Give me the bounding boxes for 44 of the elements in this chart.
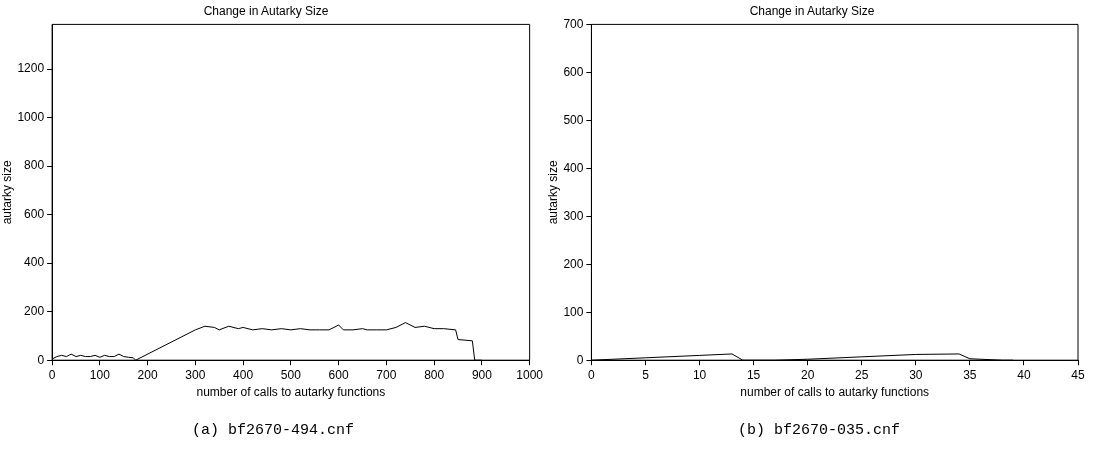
y-tick-label: 500 — [563, 112, 584, 127]
x-tick-label: 800 — [424, 367, 445, 382]
y-tick-label: 100 — [563, 304, 584, 319]
y-tick-label: 1200 — [17, 61, 45, 76]
y-tick-label: 700 — [563, 16, 584, 31]
x-tick-label: 0 — [48, 367, 56, 382]
text: (a) bf2670-494.cnf — [191, 422, 355, 439]
y-axis-title: autarky size — [0, 159, 14, 225]
x-tick-label: 30 — [909, 367, 923, 382]
x-tick-label: 500 — [280, 367, 302, 382]
x-tick-label: 40 — [1017, 367, 1031, 382]
x-axis-title: number of calls to autarky functions — [196, 385, 386, 400]
y-tick-label: 200 — [24, 303, 45, 318]
y-tick-label: 0 — [576, 352, 584, 367]
x-axis-title: number of calls to autarky functions — [740, 385, 930, 400]
y-tick-label: 300 — [563, 208, 584, 223]
x-tick-label: 700 — [376, 367, 397, 382]
x-tick-label: 10 — [692, 367, 707, 382]
chart-title: Change in Autarky Size — [749, 3, 875, 18]
y-tick-label: 800 — [24, 158, 45, 173]
x-tick-label: 200 — [137, 367, 158, 382]
y-tick-label: 400 — [563, 160, 584, 175]
x-tick-label: 100 — [89, 367, 111, 382]
x-tick-label: 20 — [801, 367, 815, 382]
x-tick-label: 35 — [963, 367, 977, 382]
x-tick-label: 45 — [1071, 367, 1085, 382]
y-tick-label: 200 — [563, 256, 584, 271]
y-tick-label: 400 — [24, 255, 45, 270]
x-tick-label: 600 — [328, 367, 349, 382]
y-tick-label: 1000 — [17, 109, 45, 124]
x-tick-label: 25 — [855, 367, 869, 382]
chart-title: Change in Autarky Size — [203, 3, 329, 18]
x-tick-label: 400 — [233, 367, 254, 382]
y-tick-label: 600 — [563, 64, 584, 79]
x-tick-label: 300 — [185, 367, 206, 382]
x-tick-label: 15 — [746, 367, 761, 382]
x-tick-label: 0 — [588, 367, 596, 382]
x-tick-label: 900 — [471, 367, 493, 382]
text: (b) bf2670-035.cnf — [737, 422, 901, 439]
y-tick-label: 600 — [24, 206, 45, 221]
y-axis-title: autarky size — [545, 159, 560, 225]
x-tick-label: 5 — [642, 367, 650, 382]
y-tick-label: 0 — [37, 352, 45, 367]
x-tick-label: 1000 — [516, 367, 544, 382]
